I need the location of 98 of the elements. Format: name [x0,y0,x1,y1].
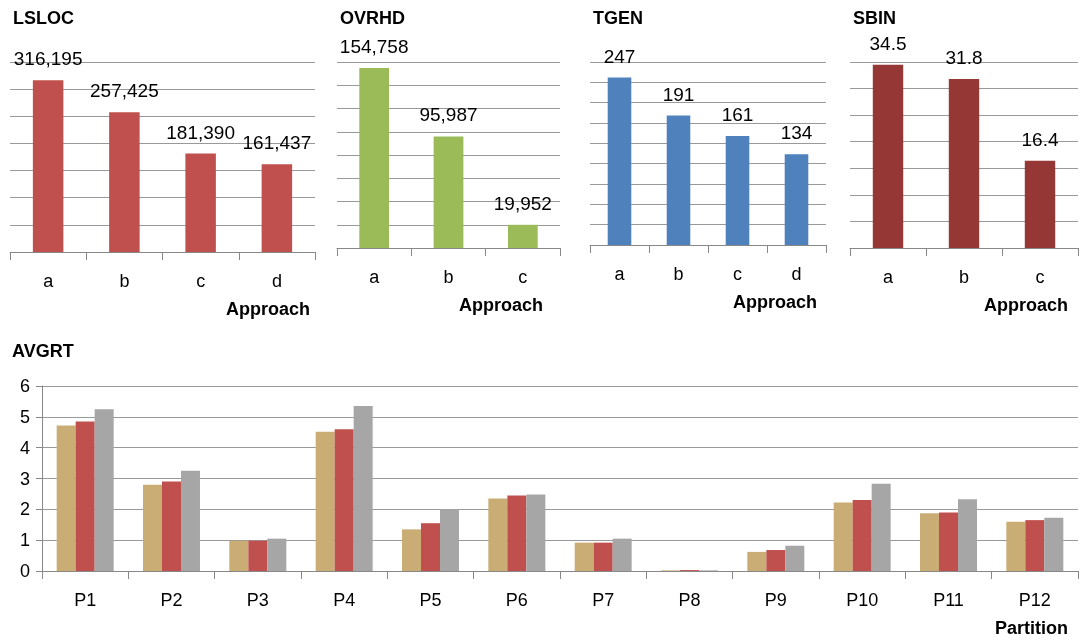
chart-title: LSLOC [13,8,74,28]
x-tick-label: a [882,267,894,287]
chart-title: TGEN [593,8,644,28]
x-tick-label: P10 [846,590,879,610]
bar [939,512,958,571]
bar [488,498,508,571]
x-tick-label: P6 [505,590,528,610]
x-tick-label: P2 [160,590,183,610]
bar [725,135,750,245]
bar [747,551,767,571]
data-label: 181,390 [166,121,235,143]
x-axis-title: Approach [458,295,543,315]
x-tick-label: P7 [592,590,615,610]
x-tick-label: P5 [419,590,442,610]
y-tick-label: 6 [19,376,30,396]
data-label: 19,952 [493,192,552,214]
y-tick-label: 2 [19,499,30,520]
y-tick-label: 5 [19,406,30,427]
bar [185,153,216,252]
bar [334,429,354,571]
x-tick-label: P3 [246,590,269,610]
data-label: 316,195 [13,48,83,70]
data-label: 154,758 [339,36,409,58]
data-label: 191 [662,83,695,105]
bar [593,542,613,571]
x-tick-label: c [196,271,206,291]
x-tick-label: c [733,264,742,284]
x-tick-label: P9 [764,590,787,610]
bar [94,409,114,571]
chart-title: OVRHD [340,8,406,28]
data-label: 95,987 [419,104,478,126]
bar [784,154,809,245]
bar [574,542,594,571]
x-axis-title: Partition [994,618,1068,638]
bar [526,494,546,571]
x-tick-label: c [518,267,528,287]
bar [666,115,691,245]
chart-title: SBIN [853,8,897,28]
x-axis-title: Approach [225,299,310,319]
bar [440,509,459,571]
bar [871,483,891,571]
x-tick-label: P11 [933,590,964,610]
bar [143,484,162,571]
x-tick-label: P1 [74,590,97,610]
x-tick-label: a [614,264,626,284]
x-tick-label: d [271,271,282,291]
bar [181,470,200,571]
x-tick-label: b [443,267,454,287]
bar [852,500,872,571]
bar [607,77,632,245]
bar [75,421,95,571]
y-tick-label: 1 [19,530,30,551]
bar [958,499,977,571]
bar [402,529,421,571]
bar [766,550,786,571]
data-label: 161 [721,103,754,125]
data-label: 257,425 [90,80,159,102]
y-tick-label: 4 [19,437,30,458]
x-axis-title: Approach [983,295,1068,315]
bar [421,523,440,571]
x-axis-title: Approach [732,292,817,312]
bar [507,495,527,571]
bar [56,425,76,571]
bar [267,538,287,571]
bar [162,481,181,571]
bar [32,80,64,252]
x-tick-label: P12 [1018,590,1051,610]
data-label: 247 [603,45,636,67]
bar [248,540,268,571]
data-label: 34.5 [869,32,907,54]
bar [1044,517,1064,571]
bar [261,164,293,252]
data-label: 134 [780,122,813,144]
bar [353,406,373,571]
chart-title: AVGRT [12,341,74,361]
data-label: 16.4 [1021,128,1059,150]
x-tick-label: a [43,271,55,291]
bar [920,513,939,571]
bar [109,112,140,252]
x-tick-label: b [119,271,130,291]
x-tick-label: d [791,264,802,284]
x-tick-label: b [673,264,684,284]
y-tick-label: 0 [19,561,30,581]
bar [1006,521,1026,571]
y-tick-label: 3 [19,468,30,489]
x-tick-label: P4 [333,590,356,610]
data-label: 31.8 [945,47,983,69]
x-tick-label: a [369,267,381,287]
bar [785,545,805,571]
bar [1025,520,1045,571]
bar [612,538,632,571]
bar [315,431,335,571]
bar [833,502,853,571]
data-label: 161,437 [242,132,312,154]
bar [229,540,249,571]
x-tick-label: c [1035,267,1045,287]
x-tick-label: P8 [678,590,701,610]
x-tick-label: b [958,267,970,287]
